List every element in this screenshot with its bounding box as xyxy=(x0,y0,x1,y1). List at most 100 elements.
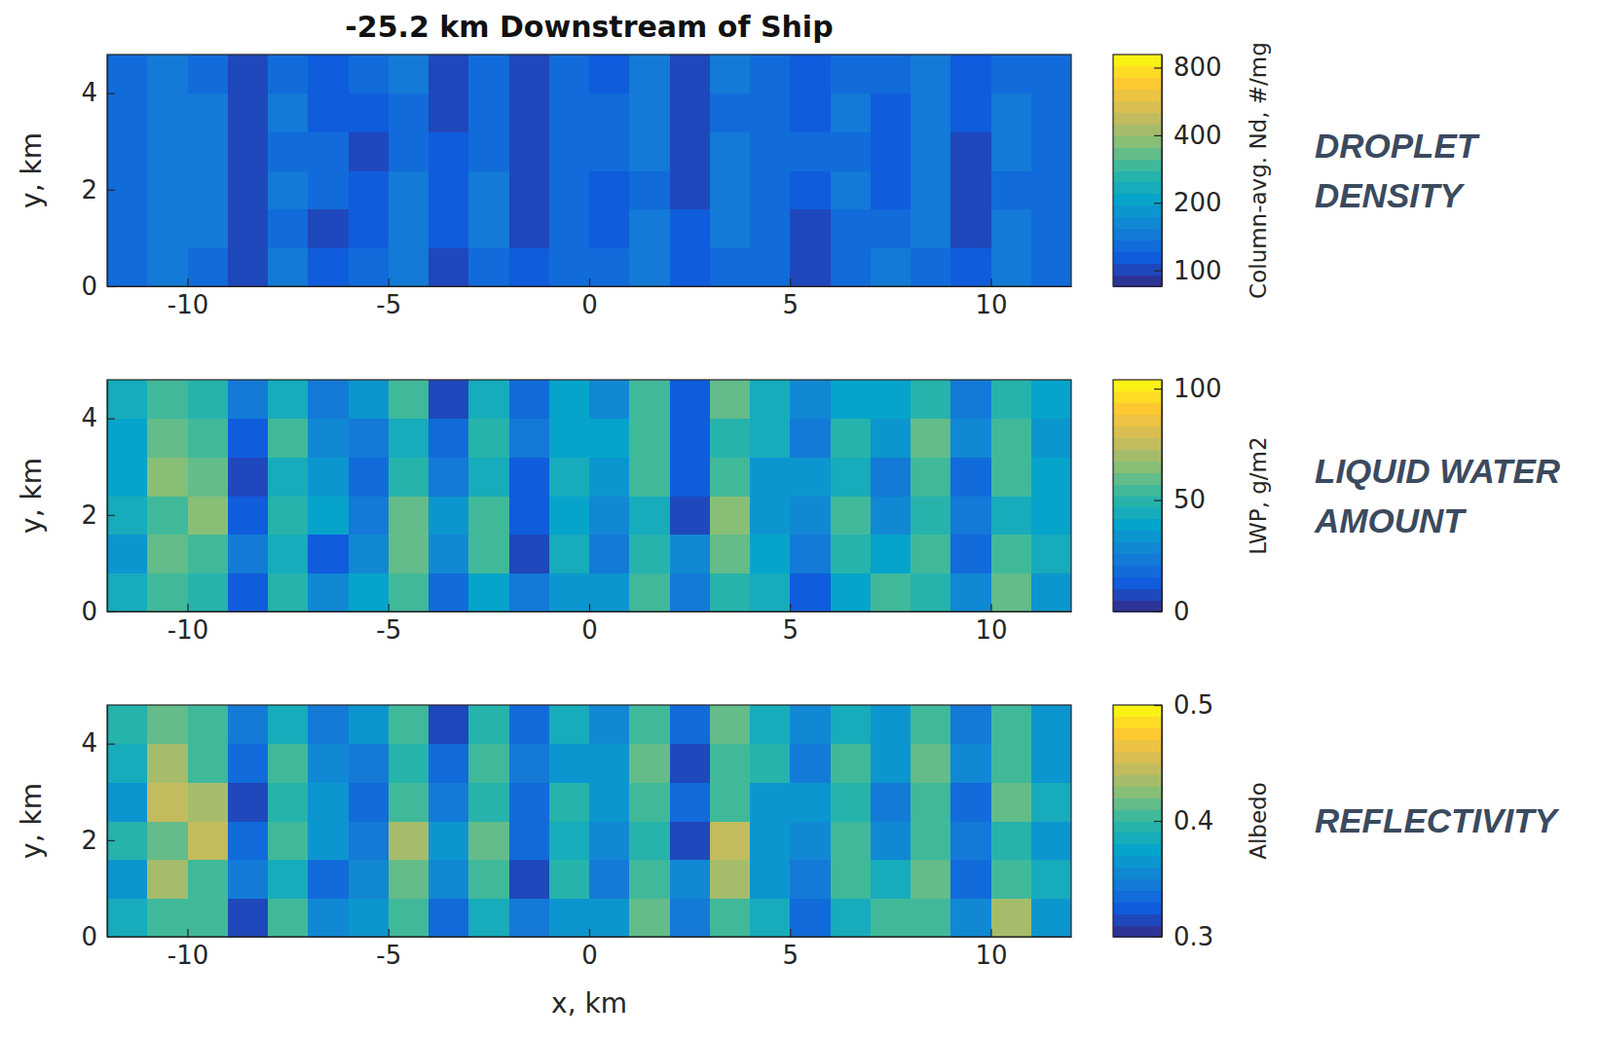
heatmap-cell xyxy=(910,456,952,496)
colorbar-band xyxy=(1113,588,1162,600)
heatmap-cell xyxy=(227,418,269,458)
heatmap-cell xyxy=(307,247,349,287)
heatmap-cell xyxy=(789,379,831,419)
heatmap-cell xyxy=(187,705,229,745)
heatmap-cell xyxy=(830,495,872,535)
heatmap-cell xyxy=(830,456,872,496)
heatmap-cell xyxy=(307,820,349,860)
heatmap-cell xyxy=(789,534,831,574)
colorbar-band xyxy=(1113,832,1162,845)
heatmap-cell xyxy=(1031,781,1072,821)
heatmap-cell xyxy=(509,572,551,612)
colorbar-axis-tick: 0 xyxy=(1153,596,1191,627)
heatmap-cell xyxy=(910,744,952,783)
heatmap-cell xyxy=(549,209,591,249)
heatmap-cell xyxy=(468,572,510,612)
heatmap-cell xyxy=(147,897,188,937)
heatmap-cell xyxy=(629,705,670,745)
heatmap-cell xyxy=(789,54,831,94)
colorbar-axis-tick-line xyxy=(1153,705,1162,707)
heatmap-cell xyxy=(147,820,188,860)
heatmap-cell xyxy=(227,744,269,783)
colorbar-band xyxy=(1113,147,1162,159)
heatmap-cell xyxy=(910,859,952,899)
heatmap-cell xyxy=(629,209,670,249)
heatmap-cell xyxy=(589,456,631,496)
x-axis-tick: 10 xyxy=(974,929,1007,970)
heatmap-cell xyxy=(187,534,229,574)
colorbar-band xyxy=(1113,217,1162,229)
heatmap-cell xyxy=(830,572,872,612)
x-axis-tick-label: 5 xyxy=(781,290,799,320)
colorbar-band xyxy=(1113,530,1162,543)
heatmap-cell xyxy=(267,93,309,133)
heatmap-cell xyxy=(187,54,229,94)
heatmap-cell xyxy=(227,456,269,496)
heatmap-cell xyxy=(709,247,751,287)
heatmap-cell xyxy=(307,744,349,783)
heatmap-cell xyxy=(629,781,670,821)
heatmap-cell xyxy=(910,54,952,94)
heatmap-cell xyxy=(950,170,992,210)
heatmap-cell xyxy=(669,93,711,133)
heatmap-cell xyxy=(468,418,510,458)
heatmap-cell xyxy=(1031,170,1072,210)
heatmap-cell xyxy=(950,456,992,496)
heatmap-cell xyxy=(107,456,149,496)
heatmap-cell xyxy=(669,131,711,171)
heatmap-cell xyxy=(749,897,791,937)
colorbar-band xyxy=(1113,472,1162,484)
heatmap-cell xyxy=(950,859,992,899)
heatmap-cell xyxy=(749,209,791,249)
y-axis-tick-label: 4 xyxy=(80,403,98,433)
colorbar-axis-tick: 0.3 xyxy=(1153,922,1214,952)
heatmap-cell xyxy=(468,379,510,419)
heatmap-cell xyxy=(147,131,188,171)
heatmap-cell xyxy=(1031,54,1072,94)
heatmap-cell xyxy=(267,897,309,937)
heatmap-cell xyxy=(348,705,390,745)
heatmap-cell xyxy=(107,859,149,899)
x-axis-tick: 5 xyxy=(781,603,799,645)
heatmap-cell xyxy=(107,247,149,287)
y-axis-tick: 2 xyxy=(80,825,115,856)
heatmap-cell xyxy=(629,744,670,783)
heatmap-cell xyxy=(388,131,430,171)
heatmap-cell xyxy=(267,705,309,745)
heatmap-cell xyxy=(468,781,510,821)
heatmap-cell xyxy=(629,418,670,458)
y-axis-line xyxy=(107,706,109,938)
heatmap-cell xyxy=(227,820,269,860)
heatmap-cell xyxy=(749,379,791,419)
x-axis-tick: -10 xyxy=(167,603,209,645)
heatmap-cell xyxy=(950,247,992,287)
colorbar-band xyxy=(1113,740,1162,752)
heatmap-cell xyxy=(950,495,992,535)
colorbar-band xyxy=(1113,554,1162,566)
heatmap-cell xyxy=(991,534,1033,574)
heatmap-cell xyxy=(749,456,791,496)
heatmap-cell xyxy=(870,247,912,287)
heatmap-cell xyxy=(107,705,149,745)
colorbar-axis-tick-line xyxy=(1153,499,1162,501)
heatmap-cell xyxy=(107,534,149,574)
heatmap-cell xyxy=(187,131,229,171)
heatmap-cell xyxy=(709,131,751,171)
heatmap-cell xyxy=(950,705,992,745)
heatmap-cell xyxy=(107,54,149,94)
y-axis-tick: 2 xyxy=(80,500,115,530)
y-axis-tick-label: 2 xyxy=(80,175,98,205)
colorbar-band xyxy=(1113,448,1162,461)
heatmap-cell xyxy=(187,820,229,860)
heatmap-cell xyxy=(1031,379,1072,419)
heatmap-cell xyxy=(830,54,872,94)
colorbar-axis-line xyxy=(1161,380,1163,613)
plot-frame xyxy=(107,54,1072,287)
colorbar-frame xyxy=(1113,379,1162,612)
heatmap-cell xyxy=(549,495,591,535)
y-axis: 024 xyxy=(80,380,115,627)
heatmap-cell xyxy=(388,781,430,821)
heatmap-cell xyxy=(428,418,470,458)
colorbar-band xyxy=(1113,228,1162,241)
colorbar-band xyxy=(1113,262,1162,275)
